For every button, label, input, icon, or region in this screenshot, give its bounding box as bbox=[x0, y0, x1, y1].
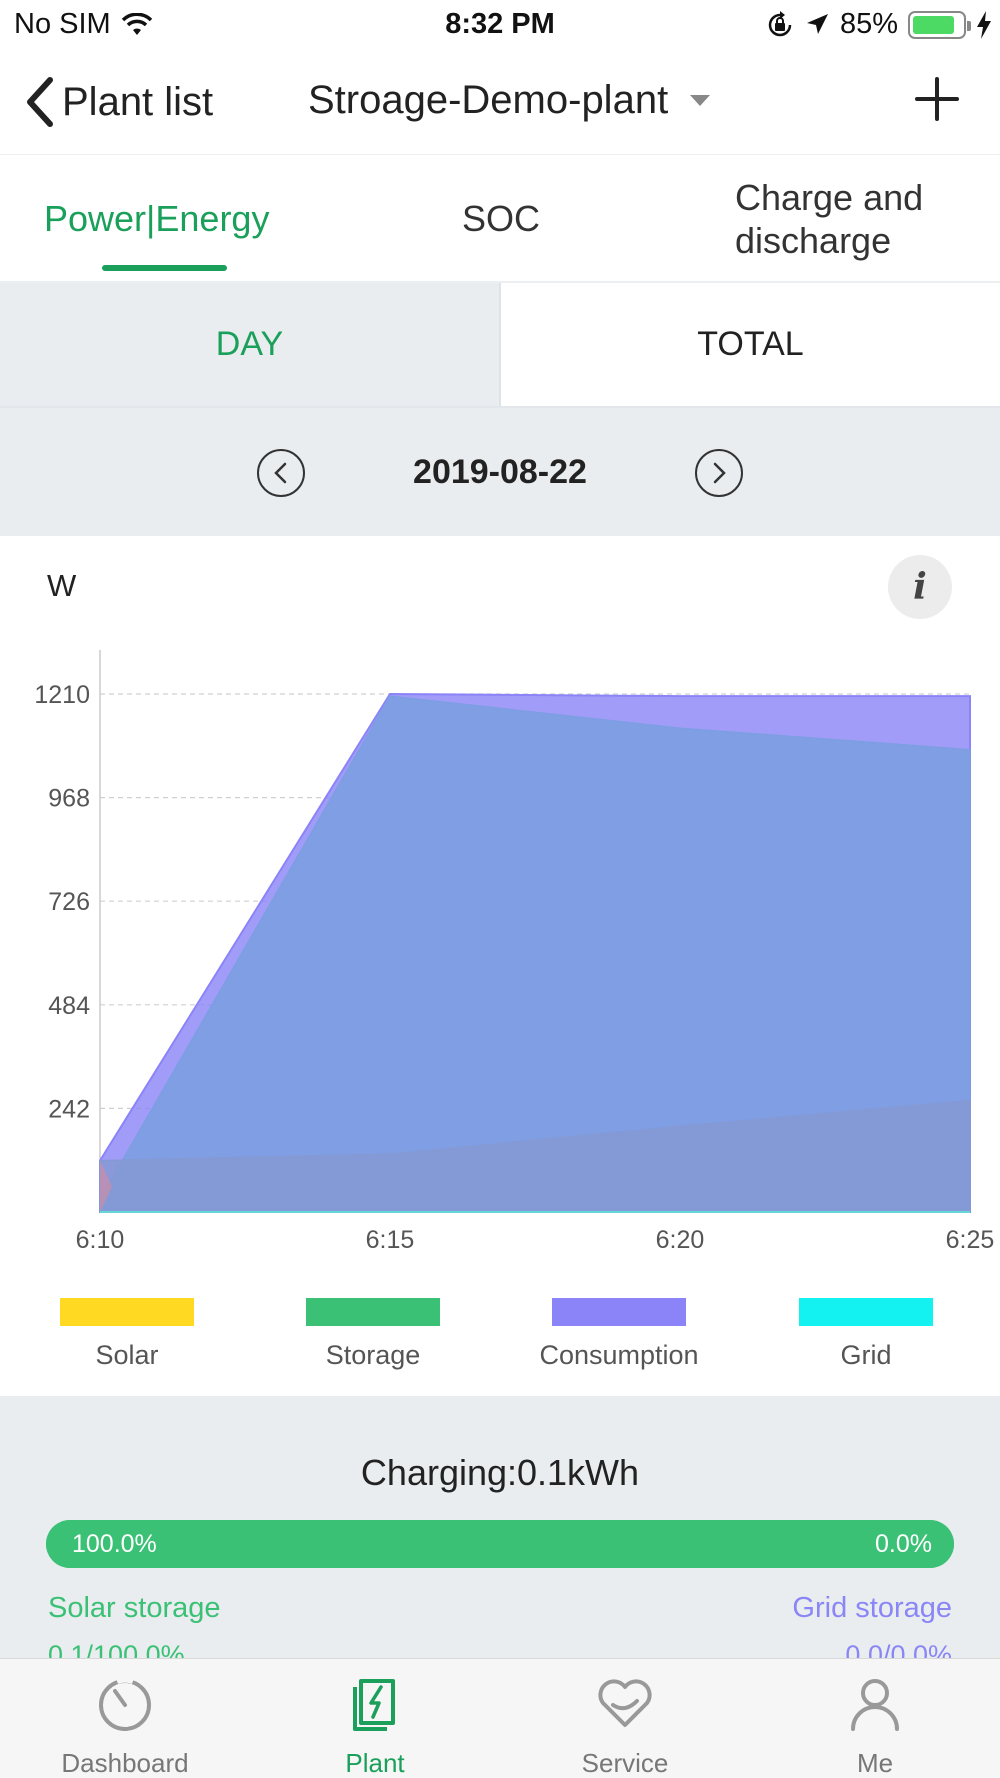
x-tick-label: 6:25 bbox=[946, 1226, 995, 1254]
tabbar-label-service: Service bbox=[581, 1748, 669, 1778]
y-unit-label: W bbox=[47, 568, 77, 603]
status-bar: No SIM 8:32 PM 85% bbox=[0, 0, 1000, 50]
power-chart[interactable]: 242 484 726 968 1210 6:10 6:15 6:20 6:25 bbox=[0, 536, 1000, 1296]
tab-charge-discharge-line2: discharge bbox=[735, 220, 892, 261]
x-tick-label: 6:20 bbox=[656, 1226, 705, 1254]
plant-name: Stroage-Demo-plant bbox=[308, 78, 669, 122]
status-time: 8:32 PM bbox=[445, 8, 555, 40]
legend-label-storage: Storage bbox=[325, 1340, 421, 1370]
tab-soc-label: SOC bbox=[462, 198, 541, 239]
battery-icon bbox=[908, 10, 971, 39]
date-bar: 2019-08-22 bbox=[0, 408, 1000, 536]
active-tab-indicator bbox=[102, 265, 227, 271]
grid-storage-label: Grid storage bbox=[792, 1592, 952, 1624]
solar-storage-label: Solar storage bbox=[48, 1592, 221, 1624]
legend-label-solar: Solar bbox=[95, 1340, 159, 1370]
grid-storage-percent: 0.0% bbox=[875, 1530, 932, 1558]
status-right: 85% bbox=[766, 8, 992, 41]
dropdown-triangle-icon bbox=[690, 94, 711, 106]
chart-legend: Solar Storage Consumption Grid bbox=[0, 1298, 1000, 1398]
battery-percent: 85% bbox=[839, 8, 898, 40]
charging-total: Charging:0.1kWh bbox=[360, 1452, 640, 1493]
info-icon[interactable]: i bbox=[888, 555, 952, 619]
selected-date[interactable]: 2019-08-22 bbox=[413, 453, 587, 491]
tabbar-label-dashboard: Dashboard bbox=[61, 1748, 189, 1778]
tabbar-label-me: Me bbox=[856, 1748, 894, 1778]
back-label: Plant list bbox=[62, 79, 214, 124]
battery-level bbox=[913, 15, 954, 34]
tabbar-item-plant[interactable]: Plant bbox=[295, 1673, 455, 1778]
bottom-tab-bar: Dashboard Plant Service Me bbox=[0, 1658, 1000, 1778]
y-tick-label: 726 bbox=[48, 888, 90, 916]
add-button[interactable] bbox=[914, 76, 960, 127]
segment-total[interactable]: TOTAL bbox=[501, 283, 1000, 406]
gauge-icon bbox=[99, 1676, 151, 1731]
chevron-left-circle-icon bbox=[274, 462, 287, 484]
tabbar-item-dashboard[interactable]: Dashboard bbox=[45, 1673, 205, 1778]
tab-soc[interactable]: SOC bbox=[462, 155, 540, 283]
previous-date-button[interactable] bbox=[257, 449, 305, 497]
legend-swatch-solar bbox=[60, 1298, 194, 1326]
charging-summary: Charging:0.1kWh 100.0% 0.0% Solar storag… bbox=[0, 1396, 1000, 1670]
x-tick-label: 6:10 bbox=[76, 1226, 125, 1254]
tabbar-item-service[interactable]: Service bbox=[545, 1673, 705, 1778]
plus-icon bbox=[915, 77, 959, 121]
series-area-start-patch bbox=[100, 1160, 112, 1212]
back-button[interactable]: Plant list bbox=[24, 76, 213, 128]
period-segment: DAY TOTAL bbox=[0, 283, 1000, 408]
legend-swatch-consumption bbox=[552, 1298, 686, 1326]
legend-label-grid: Grid bbox=[840, 1340, 892, 1370]
legend-item-solar[interactable]: Solar bbox=[47, 1298, 207, 1371]
tabbar-item-me[interactable]: Me bbox=[795, 1673, 955, 1778]
solar-storage-percent: 100.0% bbox=[72, 1530, 157, 1558]
storage-source-fill bbox=[46, 1520, 954, 1568]
tab-charge-discharge-line1: Charge and bbox=[735, 177, 924, 218]
tab-power-energy-label: Power|Energy bbox=[44, 198, 270, 239]
chevron-left-icon bbox=[27, 77, 53, 127]
y-tick-label: 484 bbox=[48, 992, 90, 1020]
next-date-button[interactable] bbox=[695, 449, 743, 497]
y-tick-label: 1210 bbox=[34, 681, 90, 709]
plant-selector[interactable]: Stroage-Demo-plant bbox=[308, 78, 711, 123]
legend-swatch-grid bbox=[799, 1298, 933, 1326]
heart-hands-icon bbox=[598, 1679, 652, 1727]
location-arrow-icon bbox=[806, 13, 828, 34]
chevron-right-circle-icon bbox=[713, 462, 726, 484]
legend-label-consumption: Consumption bbox=[539, 1340, 699, 1370]
legend-item-storage[interactable]: Storage bbox=[293, 1298, 453, 1371]
storage-source-bar: 100.0% 0.0% bbox=[46, 1520, 954, 1568]
tab-charge-discharge[interactable]: Charge and discharge bbox=[735, 155, 923, 283]
carrier-label: No SIM bbox=[14, 8, 111, 40]
segment-day[interactable]: DAY bbox=[0, 283, 501, 406]
x-tick-label: 6:15 bbox=[366, 1226, 415, 1254]
nav-bar: Plant list Stroage-Demo-plant bbox=[0, 50, 1000, 155]
plant-bolt-icon bbox=[353, 1679, 395, 1731]
charging-bolt-icon bbox=[977, 10, 991, 39]
y-tick-label: 968 bbox=[48, 785, 90, 813]
wifi-icon bbox=[121, 12, 152, 35]
legend-item-grid[interactable]: Grid bbox=[786, 1298, 946, 1371]
chart-tabs: Power|Energy SOC Charge and discharge bbox=[0, 155, 1000, 283]
orientation-lock-icon bbox=[768, 10, 792, 36]
legend-swatch-storage bbox=[306, 1298, 440, 1326]
tab-power-energy[interactable]: Power|Energy bbox=[44, 155, 269, 283]
person-icon bbox=[851, 1679, 899, 1731]
legend-item-consumption[interactable]: Consumption bbox=[539, 1298, 699, 1371]
y-tick-label: 242 bbox=[48, 1095, 90, 1123]
chart-panel: W i 242 484 726 968 1210 6:10 6:15 6:20 6:25 Sol… bbox=[0, 536, 1000, 1396]
tabbar-label-plant: Plant bbox=[345, 1748, 405, 1778]
status-left: No SIM bbox=[14, 8, 153, 41]
